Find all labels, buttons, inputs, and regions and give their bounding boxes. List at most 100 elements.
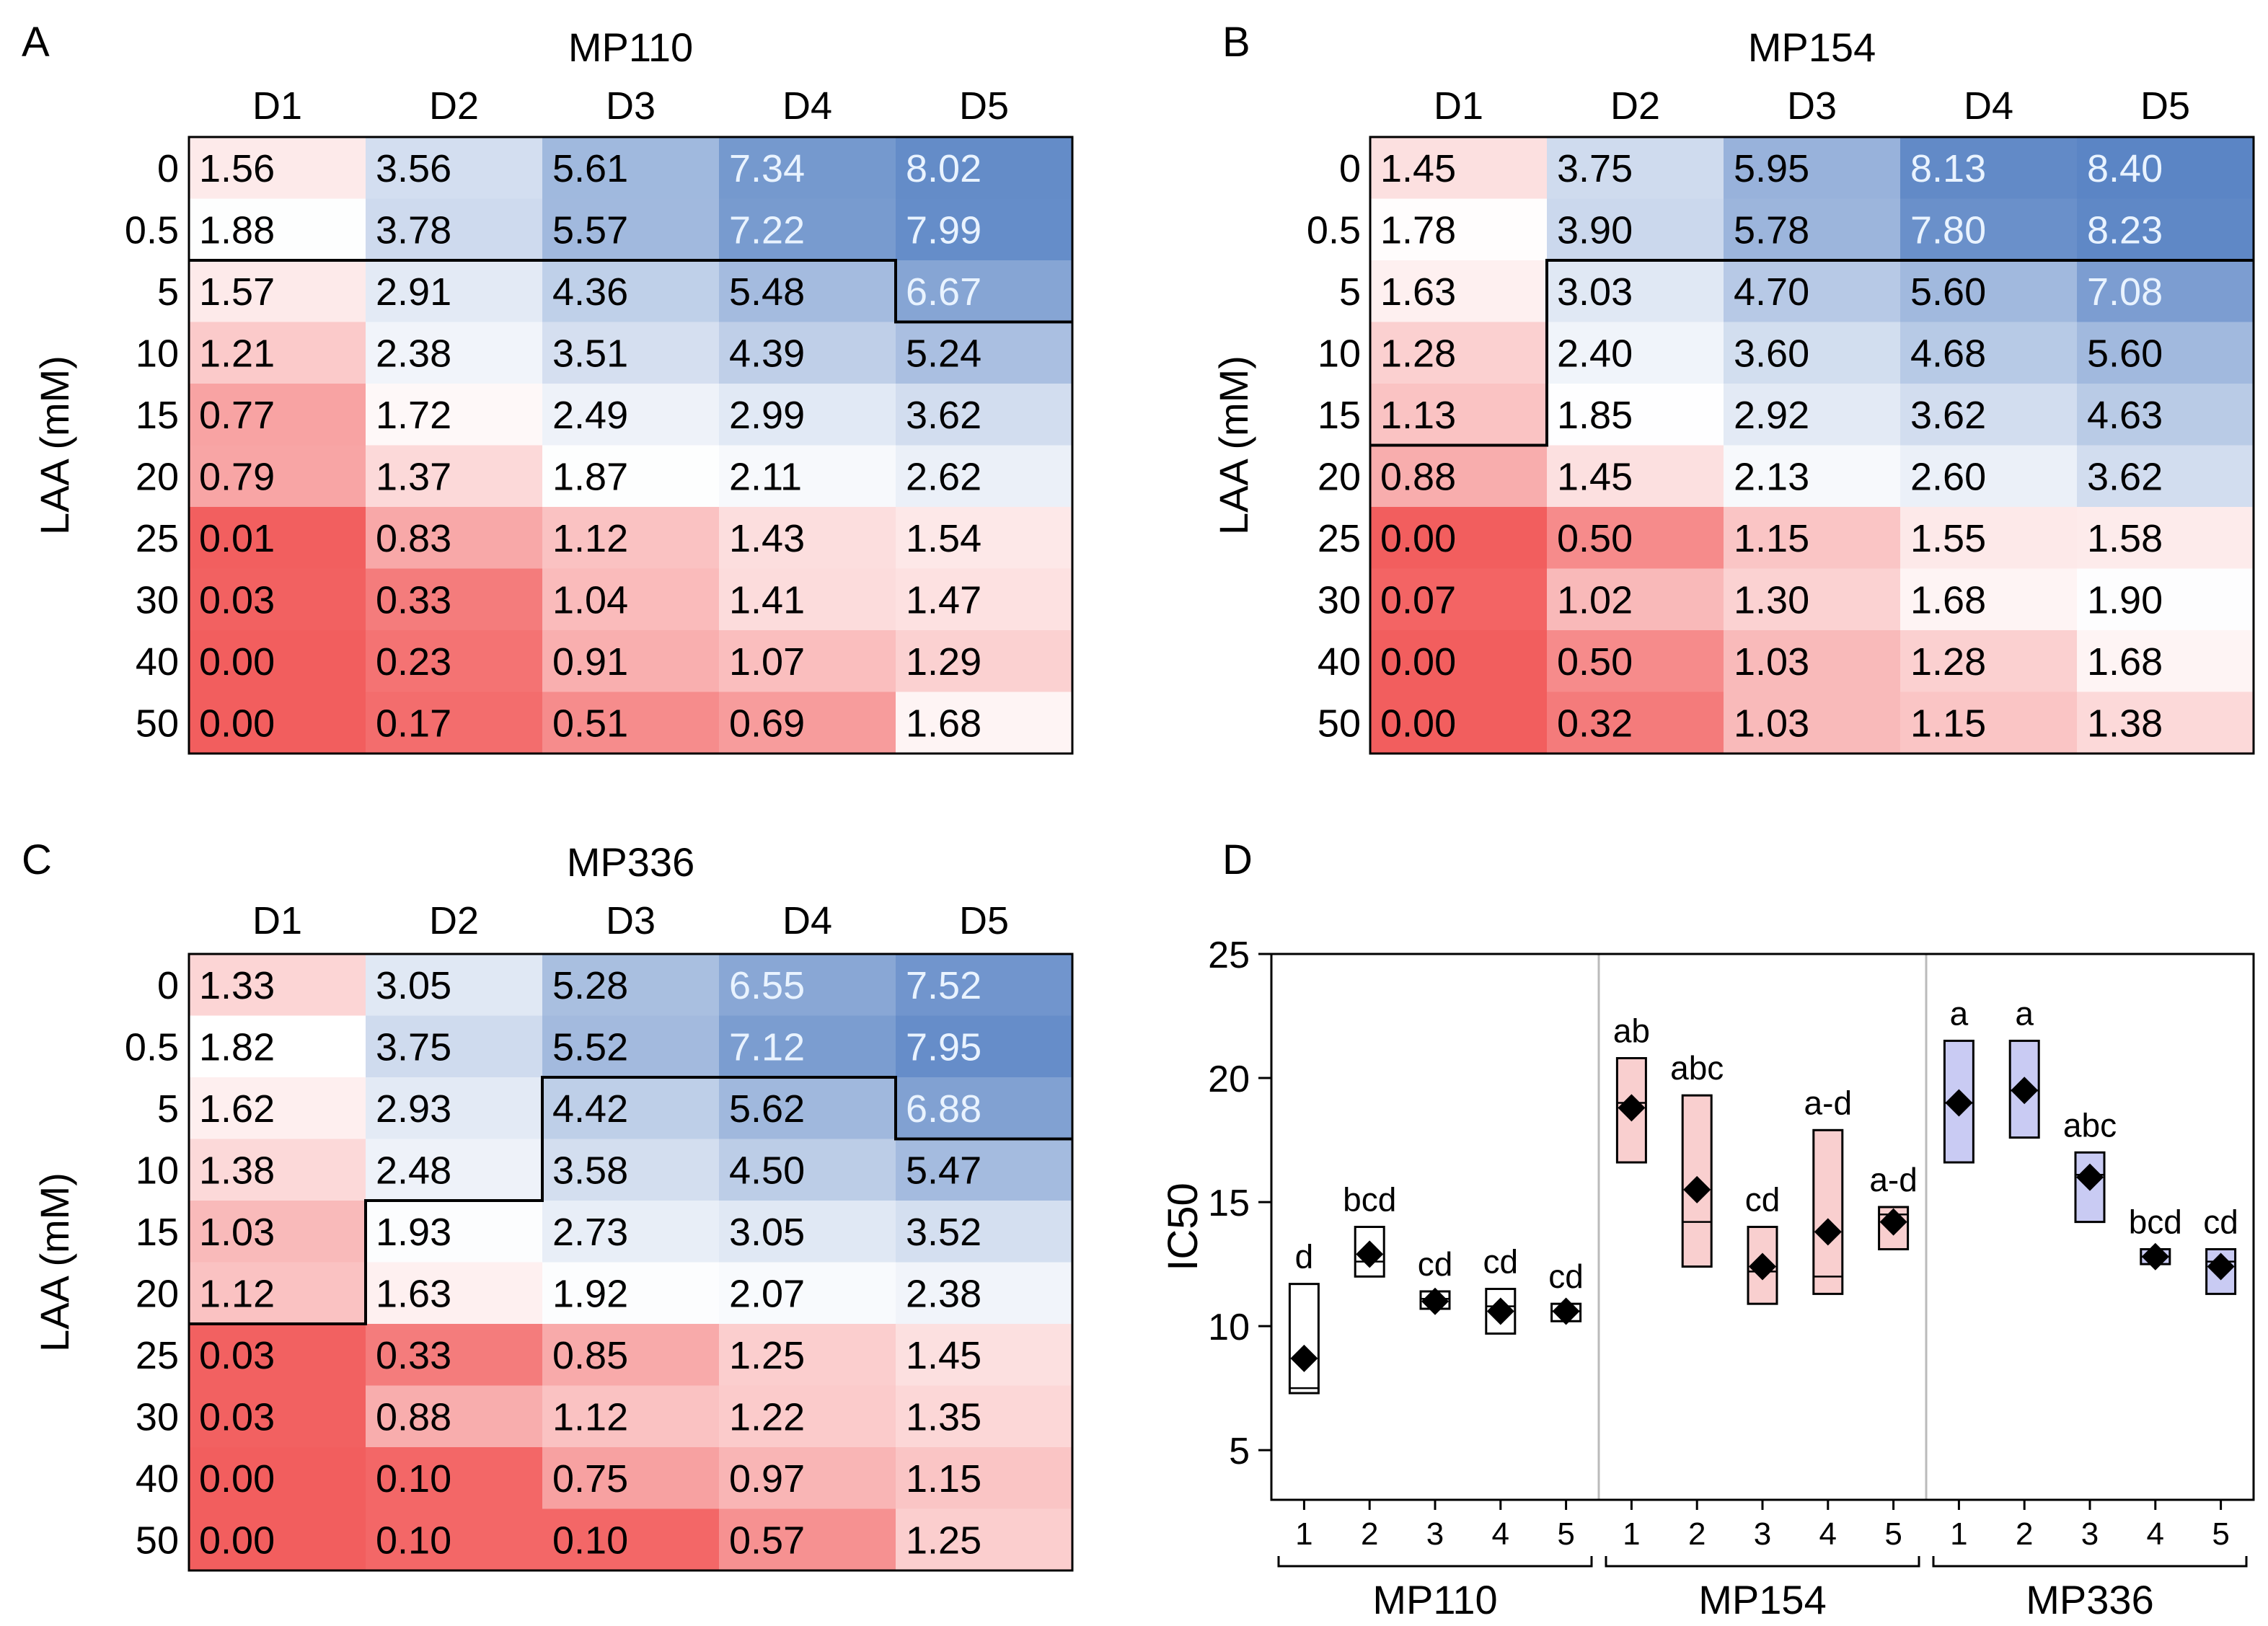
cell-value: 1.47: [906, 578, 981, 622]
row-label: 5: [157, 1087, 179, 1131]
heatmap-cell: [719, 1385, 896, 1448]
heatmap-cell: [719, 1324, 896, 1386]
significance-letter: cd: [1745, 1181, 1781, 1219]
heatmap-cell: [2077, 384, 2254, 446]
cell-value: 5.47: [906, 1149, 981, 1192]
x-tick-label: 2: [1361, 1516, 1378, 1552]
heatmap-cell: [896, 1508, 1073, 1571]
column-label: D4: [1964, 84, 2013, 128]
heatmap-cell: [189, 1447, 366, 1509]
significance-letter: a: [1950, 994, 1969, 1032]
row-label: 15: [136, 394, 179, 437]
column-label: D2: [1610, 84, 1660, 128]
heatmap-cell: [896, 1262, 1073, 1325]
heatmap-cell: [1547, 692, 1724, 754]
cell-value: 7.08: [2087, 270, 2163, 314]
heatmap-cell: [366, 568, 543, 631]
group-bracket: [1277, 1556, 1593, 1568]
cell-value: 5.24: [906, 332, 981, 375]
cell-value: 1.45: [1557, 455, 1633, 498]
heatmap-cell: [1547, 568, 1724, 631]
heatmap-cell: [1547, 322, 1724, 384]
cell-value: 3.05: [729, 1211, 805, 1254]
heatmap-cell: [719, 137, 896, 199]
heatmap-cell: [542, 954, 720, 1016]
heatmap-cell: [366, 1508, 543, 1571]
cell-value: 3.58: [552, 1149, 628, 1192]
heatmap-cell: [896, 1077, 1073, 1139]
cell-value: 0.88: [1380, 455, 1456, 498]
cell-value: 1.58: [2087, 517, 2163, 560]
box-group-mp336: a 1 a 2 abc 3 bcd 4 cd 5 MP336: [1932, 994, 2248, 1622]
heatmap-cell: [896, 260, 1073, 322]
heatmap-cell: [1900, 322, 2078, 384]
cell-value: 7.80: [1910, 208, 1986, 252]
heatmap-cell: [1900, 507, 2078, 569]
cell-value: 0.33: [376, 1334, 451, 1377]
cell-value: 3.56: [376, 147, 451, 190]
cell-value: 0.97: [729, 1457, 805, 1501]
x-tick-label: 3: [1426, 1516, 1444, 1552]
row-label: 0: [157, 147, 179, 190]
row-label: 30: [1318, 578, 1361, 622]
heatmap-cell: [366, 1385, 543, 1448]
cell-value: 0.00: [199, 1457, 275, 1501]
significance-letter: cd: [1548, 1258, 1584, 1295]
heatmap-cell: [1370, 445, 1548, 508]
heatmap-cell: [189, 1201, 366, 1263]
cell-value: 0.10: [552, 1519, 628, 1562]
heatmap-cell: [366, 1015, 543, 1078]
row-label: 30: [136, 578, 179, 622]
group-bracket: [1932, 1556, 2248, 1568]
cell-value: 2.99: [729, 394, 805, 437]
cell-value: 0.07: [1380, 578, 1456, 622]
heatmap-cell: [1370, 568, 1548, 631]
heatmap-cell: [1370, 260, 1548, 322]
heatmap-cell: [1370, 137, 1548, 199]
heatmap-cell: [1724, 260, 1901, 322]
cell-value: 1.88: [199, 208, 275, 252]
cell-value: 5.48: [729, 270, 805, 314]
heatmap-cell: [1900, 568, 2078, 631]
heatmap-cell: [719, 568, 896, 631]
cell-value: 0.33: [376, 578, 451, 622]
column-label: D5: [959, 899, 1009, 942]
significance-letter: cd: [1418, 1245, 1453, 1283]
cell-value: 0.88: [376, 1395, 451, 1439]
cell-value: 1.68: [2087, 640, 2163, 684]
row-label: 0.5: [1307, 208, 1361, 252]
heatmap-cell: [719, 1077, 896, 1139]
heatmap-cell: [542, 445, 720, 508]
cell-value: 1.45: [1380, 147, 1456, 190]
heatmap-cell: [189, 384, 366, 446]
mean-marker: [2076, 1163, 2104, 1191]
cell-value: 3.75: [1557, 147, 1633, 190]
mean-marker: [2011, 1077, 2039, 1105]
x-tick-label: 2: [2016, 1516, 2033, 1552]
cell-value: 2.38: [906, 1272, 981, 1315]
plot-frame: [1270, 953, 2255, 1501]
heatmap-cell: [366, 1324, 543, 1386]
cell-value: 1.63: [376, 1272, 451, 1315]
significance-outline: [1370, 259, 2254, 447]
heatmap-cell: [1900, 260, 2078, 322]
heatmap-cell: [2077, 692, 2254, 754]
box-group-mp154: ab 1 abc 2 cd 3 a-d 4 a-d 5 MP154: [1605, 1012, 1920, 1622]
cell-value: 2.60: [1910, 455, 1986, 498]
cell-value: 7.95: [906, 1025, 981, 1069]
cell-value: 1.85: [1557, 394, 1633, 437]
heatmap-cell: [896, 322, 1073, 384]
cell-value: 1.25: [729, 1334, 805, 1377]
cell-value: 0.00: [1380, 517, 1456, 560]
row-label: 15: [136, 1211, 179, 1254]
heatmap-frame: [187, 136, 1074, 755]
heatmap-cell: [542, 1015, 720, 1078]
heatmap-cell: [1900, 198, 2078, 261]
cell-value: 1.93: [376, 1211, 451, 1254]
cell-value: 8.40: [2087, 147, 2163, 190]
heatmap-cell: [719, 692, 896, 754]
column-label: D3: [1787, 84, 1837, 128]
heatmap-cell: [1370, 198, 1548, 261]
x-tick-label: 5: [1557, 1516, 1574, 1552]
